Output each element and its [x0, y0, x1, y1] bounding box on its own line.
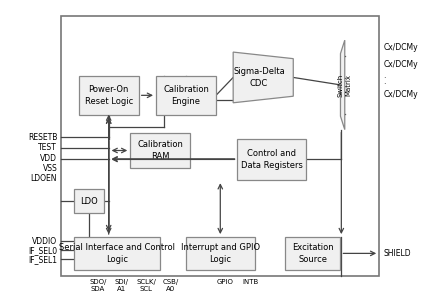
Text: TEST: TEST: [38, 143, 57, 152]
Text: Calibration
Engine: Calibration Engine: [163, 85, 209, 106]
Bar: [156, 76, 216, 115]
Text: SHIELD: SHIELD: [383, 249, 411, 258]
Text: VDD: VDD: [40, 154, 57, 163]
Bar: [285, 237, 340, 270]
Text: Serial Interface and Control
Logic: Serial Interface and Control Logic: [59, 243, 175, 264]
Bar: [74, 189, 105, 213]
Bar: [238, 138, 306, 180]
Text: IF_SEL0: IF_SEL0: [28, 246, 57, 255]
Text: Excitation
Source: Excitation Source: [292, 243, 334, 264]
Text: IF_SEL1: IF_SEL1: [28, 255, 57, 264]
Text: INTB: INTB: [242, 279, 258, 285]
Text: SDI/
A1: SDI/ A1: [114, 279, 129, 292]
Text: Cx/DCMy: Cx/DCMy: [383, 60, 418, 69]
Text: Power-On
Reset Logic: Power-On Reset Logic: [85, 85, 133, 106]
Text: Calibration
RAM: Calibration RAM: [137, 140, 183, 161]
Text: LDO: LDO: [80, 197, 98, 206]
Text: Control and
Data Registers: Control and Data Registers: [241, 149, 303, 170]
Bar: [130, 133, 190, 168]
Text: .: .: [383, 71, 386, 80]
Text: LDOEN: LDOEN: [31, 174, 57, 183]
Text: Interrupt and GPIO
Logic: Interrupt and GPIO Logic: [181, 243, 260, 264]
Text: SDO/
SDA: SDO/ SDA: [89, 279, 107, 292]
Bar: [79, 76, 139, 115]
Text: Cx/DCMy: Cx/DCMy: [383, 43, 418, 52]
Text: VDDIO: VDDIO: [32, 237, 57, 246]
Bar: [61, 16, 379, 276]
Text: VSS: VSS: [42, 164, 57, 173]
Text: RESETB: RESETB: [28, 132, 57, 141]
Polygon shape: [340, 40, 345, 130]
Text: Sigma-Delta
CDC: Sigma-Delta CDC: [233, 67, 285, 88]
Text: .: .: [383, 77, 386, 86]
Bar: [186, 237, 254, 270]
Text: Switch
Matrix: Switch Matrix: [338, 73, 352, 97]
Text: CSB/
A0: CSB/ A0: [163, 279, 179, 292]
Bar: [74, 237, 160, 270]
Polygon shape: [233, 52, 293, 103]
Text: GPIO: GPIO: [216, 279, 233, 285]
Text: SCLK/
SCL: SCLK/ SCL: [137, 279, 156, 292]
Text: Cx/DCMy: Cx/DCMy: [383, 90, 418, 99]
